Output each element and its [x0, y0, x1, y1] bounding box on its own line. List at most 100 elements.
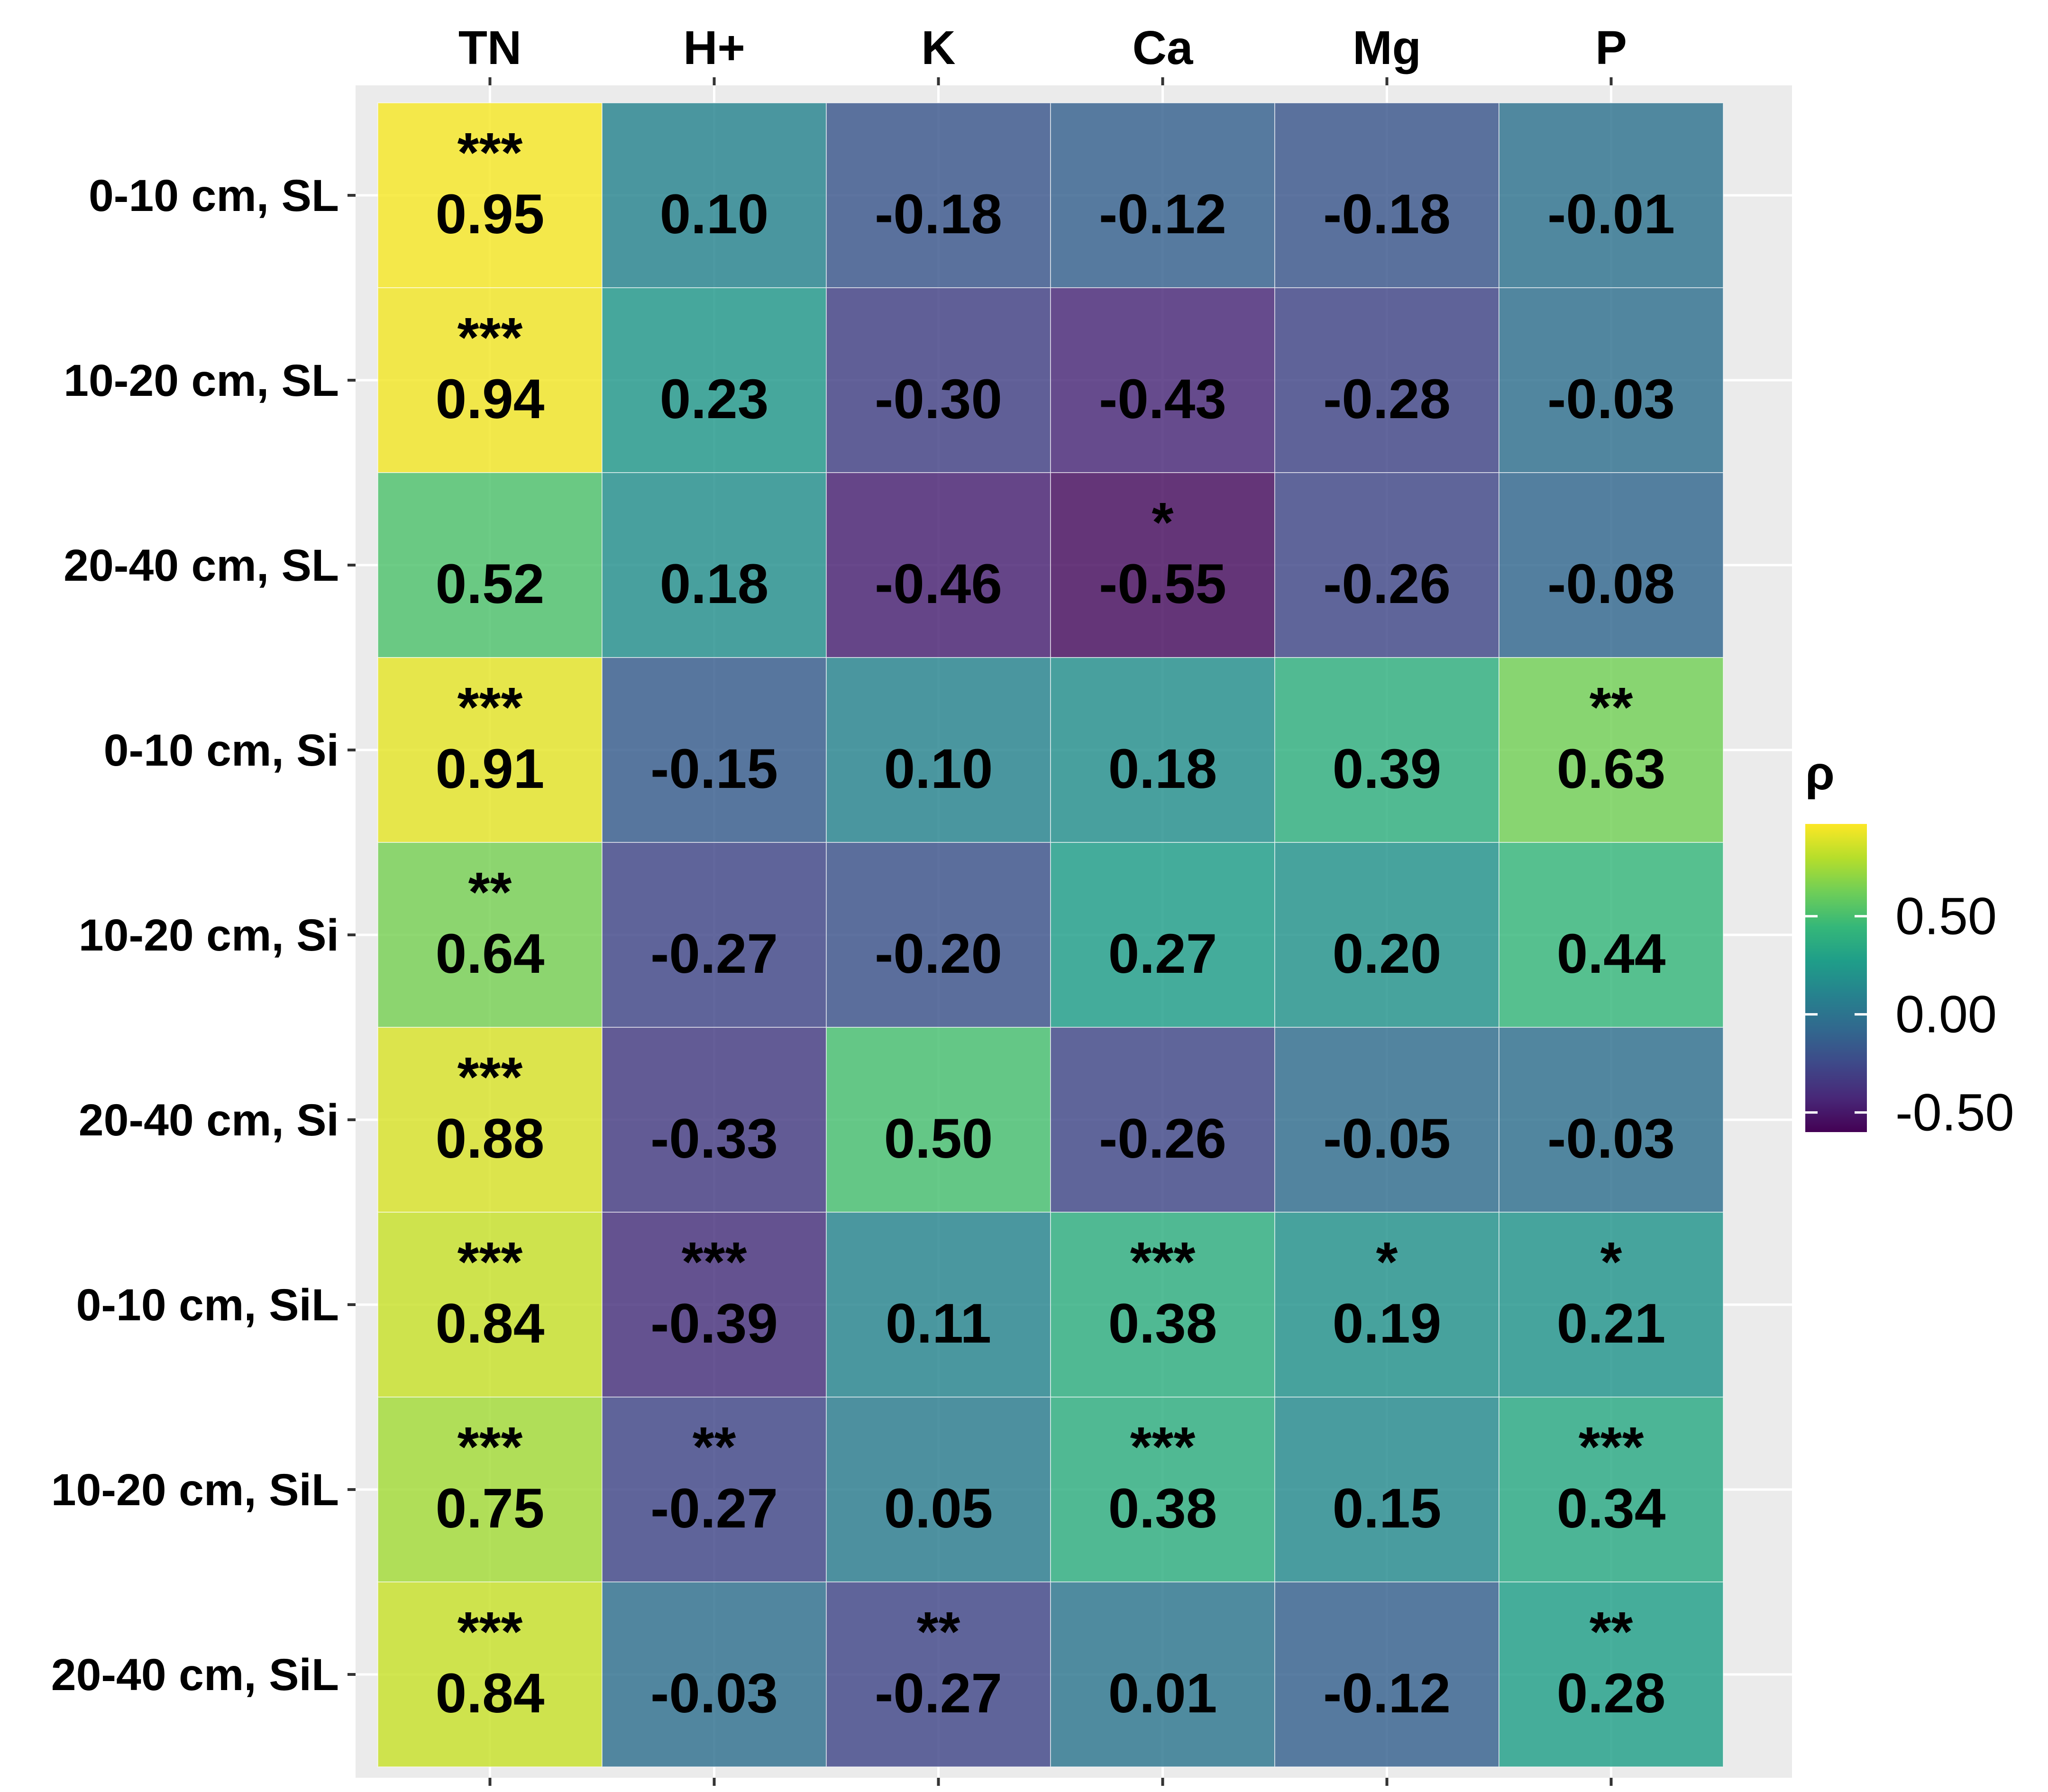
heatmap-tile [602, 657, 827, 843]
cell-value-label: 0.28 [1557, 1662, 1666, 1725]
cell-value-label: 0.21 [1557, 1292, 1666, 1355]
cell-value-label: -0.39 [650, 1292, 778, 1355]
significance-stars: *** [457, 676, 523, 739]
heatmap-tile [1050, 1212, 1275, 1398]
cell-value-label: 0.84 [436, 1662, 545, 1725]
cell-value-label: 0.38 [1108, 1292, 1217, 1355]
cell-value-label: -0.46 [875, 553, 1002, 615]
heatmap-tile [602, 1397, 827, 1582]
heatmap-tile [1499, 287, 1724, 473]
heatmap-tile [1274, 287, 1499, 473]
heatmap-tile [602, 1027, 827, 1213]
x-axis-tick-label: Ca [1133, 21, 1194, 74]
cell-value-label: -0.27 [650, 1477, 778, 1540]
significance-stars: *** [457, 1046, 523, 1108]
heatmap-tile [1050, 1397, 1275, 1582]
significance-stars: *** [457, 1231, 523, 1293]
cell-value-label: 0.01 [1108, 1662, 1217, 1725]
cell-value-label: 0.44 [1557, 923, 1666, 985]
x-axis-tick-label: K [921, 21, 955, 74]
cell-value-label: 0.18 [660, 553, 769, 615]
cell-value-label: -0.03 [1547, 1107, 1675, 1170]
significance-stars: *** [457, 1600, 523, 1663]
significance-stars: *** [1130, 1416, 1196, 1478]
significance-stars: *** [682, 1231, 747, 1293]
significance-stars: *** [457, 1416, 523, 1478]
heatmap-tile [826, 1582, 1051, 1767]
x-axis-tick-label: Mg [1353, 21, 1421, 74]
cell-value-label: -0.01 [1547, 183, 1675, 246]
legend-break-label: 0.50 [1895, 887, 1997, 946]
y-axis-tick-label: 20-40 cm, SiL [51, 1650, 339, 1700]
significance-stars: * [1152, 491, 1174, 554]
heatmap-tile [377, 1397, 603, 1582]
heatmap-tile [1274, 1212, 1499, 1398]
y-axis-tick-label: 10-20 cm, SL [64, 356, 339, 406]
cell-value-label: 0.64 [436, 923, 545, 985]
cell-value-label: -0.03 [1547, 368, 1675, 430]
y-axis-tick-label: 10-20 cm, SiL [51, 1465, 339, 1515]
significance-stars: ** [1590, 676, 1633, 739]
heatmap-tile [377, 1582, 603, 1767]
legend-break-label: -0.50 [1895, 1084, 2014, 1142]
cell-value-label: -0.30 [875, 368, 1002, 430]
significance-stars: * [1376, 1231, 1398, 1293]
cell-value-label: -0.28 [1323, 368, 1451, 430]
cell-value-label: 0.05 [884, 1477, 993, 1540]
cell-value-label: -0.08 [1547, 553, 1675, 615]
heatmap-tile [377, 657, 603, 843]
heatmap-tile [1050, 657, 1275, 843]
heatmap-tile [377, 472, 603, 658]
cell-value-label: 0.39 [1333, 738, 1442, 800]
cell-value-label: 0.91 [436, 738, 545, 800]
significance-stars: *** [457, 121, 523, 184]
cell-value-label: 0.15 [1333, 1477, 1442, 1540]
y-axis-tick-label: 0-10 cm, Si [104, 725, 339, 776]
y-axis-tick-label: 20-40 cm, Si [79, 1095, 339, 1145]
heatmap-tile [1499, 1212, 1724, 1398]
legend-break-label: 0.00 [1895, 986, 1997, 1044]
cell-value-label: 0.27 [1108, 923, 1217, 985]
heatmap-tile [1274, 657, 1499, 843]
heatmap-tile [602, 102, 827, 288]
cell-value-label: 0.34 [1557, 1477, 1666, 1540]
y-axis-tick-label: 10-20 cm, Si [79, 910, 339, 960]
cell-value-label: -0.26 [1099, 1107, 1226, 1170]
heatmap-tile [377, 287, 603, 473]
heatmap-tile [602, 1582, 827, 1767]
significance-stars: *** [1130, 1231, 1196, 1293]
cell-value-label: 0.95 [436, 183, 545, 246]
heatmap-tile [1499, 102, 1724, 288]
cell-value-label: 0.23 [660, 368, 769, 430]
cell-value-label: 0.11 [886, 1292, 991, 1355]
cell-value-label: -0.12 [1099, 183, 1226, 246]
cell-value-label: -0.20 [875, 923, 1002, 985]
heatmap-tile [377, 842, 603, 1028]
heatmap-tile [826, 842, 1051, 1028]
cell-value-label: -0.18 [1323, 183, 1451, 246]
cell-value-label: -0.27 [650, 923, 778, 985]
cell-value-label: -0.43 [1099, 368, 1226, 430]
heatmap-tile [1499, 1027, 1724, 1213]
heatmap-tile [826, 287, 1051, 473]
cell-value-label: 0.63 [1557, 738, 1666, 800]
heatmap-tile [1274, 1397, 1499, 1582]
significance-stars: *** [1579, 1416, 1644, 1478]
cell-value-label: 0.94 [436, 368, 545, 430]
heatmap-tile [377, 102, 603, 288]
x-axis-tick-label: TN [458, 21, 521, 74]
significance-stars: ** [693, 1416, 736, 1478]
heatmap-tile [826, 1212, 1051, 1398]
heatmap-tile [602, 287, 827, 473]
heatmap-tile [1050, 1027, 1275, 1213]
heatmap-tile [1274, 472, 1499, 658]
legend-title: ρ [1805, 747, 1835, 800]
heatmap-tile [1050, 472, 1275, 658]
heatmap-tile [826, 472, 1051, 658]
legend-colorbar [1805, 824, 1867, 1132]
cell-value-label: -0.15 [650, 738, 778, 800]
significance-stars: *** [457, 306, 523, 369]
cell-value-label: 0.52 [436, 553, 545, 615]
heatmap-tile [1274, 1027, 1499, 1213]
